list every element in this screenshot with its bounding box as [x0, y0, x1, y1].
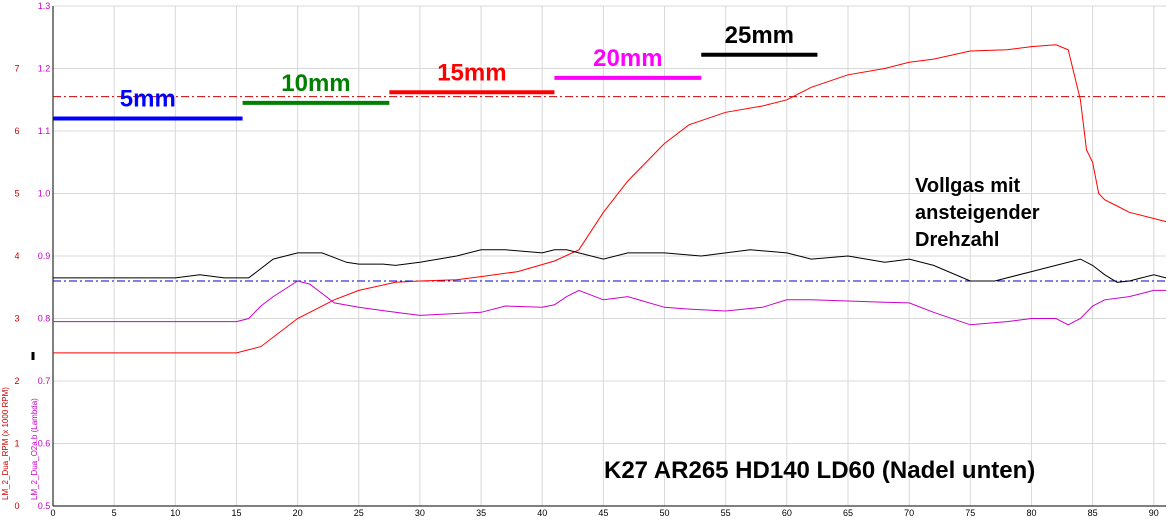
- x-tick-label: 50: [660, 508, 670, 518]
- y-tick-label-lambda: 0.8: [38, 314, 51, 324]
- y-tick-label-rpm: 4: [14, 251, 19, 261]
- x-tick-label: 45: [598, 508, 608, 518]
- x-tick-label: 60: [782, 508, 792, 518]
- y-tick-label-rpm: 0: [14, 501, 19, 511]
- y-tick-label-lambda: 0.7: [38, 376, 51, 386]
- x-tick-label: 0: [50, 508, 55, 518]
- note-line-3: Drehzahl: [915, 229, 999, 251]
- axis-labels: 0 5 10 15 20 25 30 35 40 45 50 55 60 65 70 75 80 85 900123…: [14, 1, 1158, 518]
- series-group: [53, 44, 1167, 354]
- axes: [31, 6, 1166, 507]
- note-line-1: Vollgas mit: [915, 175, 1021, 197]
- y-tick-label-lambda: 1.3: [38, 1, 51, 11]
- needle-segments: 5mm 10mm 15mm 20mm 25mm: [53, 22, 818, 121]
- x-tick-label: 85: [1088, 508, 1098, 518]
- x-tick-label: 10: [170, 508, 180, 518]
- y-tick-label-rpm: 7: [14, 64, 19, 74]
- series-line-1: [53, 280, 1166, 326]
- y-tick-label-lambda: 0.9: [38, 251, 51, 261]
- x-tick-label: 65: [843, 508, 853, 518]
- axis-title-lambda: LM_2_Dua_O2a.b (Lambda): [30, 398, 39, 500]
- x-tick-label: 55: [721, 508, 731, 518]
- needle-segment-label: 25mm: [725, 22, 794, 49]
- x-tick-label: 90: [1149, 508, 1159, 518]
- needle-segment-label: 10mm: [281, 70, 350, 97]
- y-tick-label-lambda: 1.0: [38, 189, 51, 199]
- x-tick-label: 25: [354, 508, 364, 518]
- needle-segment-label: 5mm: [120, 86, 176, 113]
- y-tick-label-lambda: 0.5: [38, 501, 51, 511]
- y-tick-label-lambda: 1.1: [38, 126, 51, 136]
- reference-lines: [53, 96, 1166, 282]
- series-line-0: [53, 44, 1167, 354]
- x-tick-label: 5: [112, 508, 117, 518]
- x-tick-label: 30: [415, 508, 425, 518]
- axis-title-rpm: LM_2_Dua_RPM (x 1000 RPM): [1, 387, 10, 500]
- x-tick-label: 20: [293, 508, 303, 518]
- series-line-2: [53, 249, 1167, 283]
- y-tick-label-rpm: 2: [14, 376, 19, 386]
- x-tick-label: 15: [231, 508, 241, 518]
- x-tick-label: 75: [965, 508, 975, 518]
- needle-segment-label: 20mm: [593, 45, 662, 72]
- y-tick-label-lambda: 0.6: [38, 439, 51, 449]
- needle-segment-label: 15mm: [437, 59, 506, 86]
- x-tick-label: 80: [1026, 508, 1036, 518]
- chart-caption: K27 AR265 HD140 LD60 (Nadel unten): [604, 457, 1035, 484]
- y-tick-label-lambda: 1.2: [38, 64, 51, 74]
- y-tick-label-rpm: 3: [14, 314, 19, 324]
- y-tick-label-rpm: 6: [14, 126, 19, 136]
- note-line-2: ansteigender: [915, 202, 1040, 224]
- y-tick-label-rpm: 1: [14, 439, 19, 449]
- grid: [53, 5, 1166, 506]
- x-tick-label: 40: [537, 508, 547, 518]
- x-tick-label: 35: [476, 508, 486, 518]
- y-tick-label-rpm: 5: [14, 189, 19, 199]
- x-tick-label: 70: [904, 508, 914, 518]
